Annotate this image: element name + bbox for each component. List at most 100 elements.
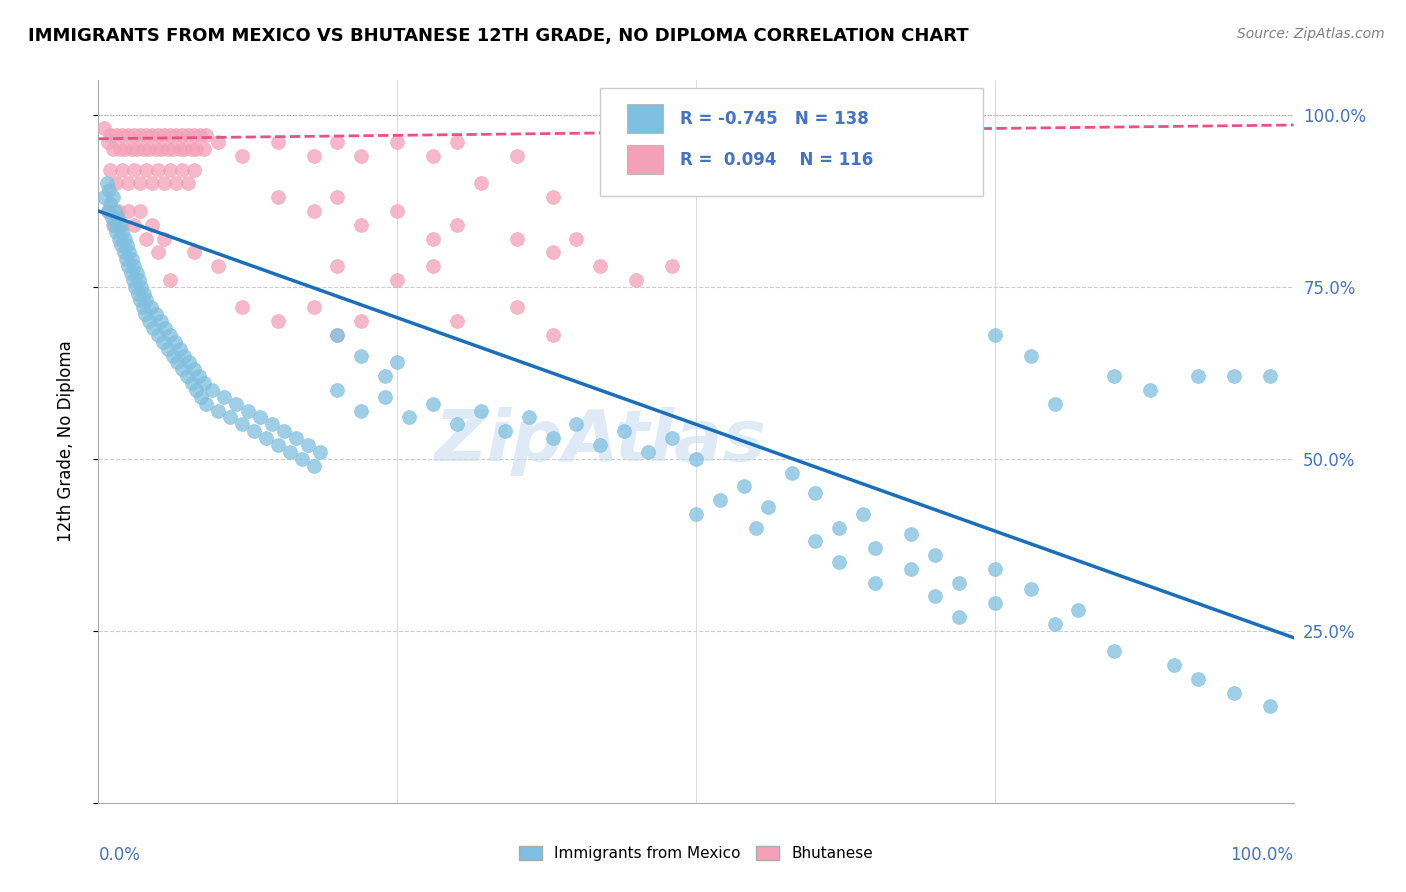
Point (107, 204, 129, 219)
Point (212, 390, 235, 404)
Point (422, 231, 444, 245)
Point (124, 279, 146, 293)
Point (804, 486, 827, 500)
Point (398, 410, 420, 425)
Point (422, 149, 444, 163)
Point (125, 142, 148, 156)
Point (745, 128, 768, 143)
Point (111, 218, 134, 232)
Point (159, 273, 181, 287)
Point (179, 355, 201, 369)
Point (446, 218, 468, 232)
Point (422, 259, 444, 273)
Point (948, 610, 970, 624)
Point (135, 231, 157, 245)
Point (225, 397, 247, 411)
Point (350, 149, 373, 163)
Point (350, 349, 373, 363)
Point (156, 142, 179, 156)
Point (141, 218, 163, 232)
Point (626, 142, 648, 156)
Point (589, 438, 612, 452)
Point (93, 121, 115, 136)
Point (207, 135, 229, 149)
Bar (627, 104, 662, 133)
Point (104, 204, 127, 219)
Point (249, 410, 271, 425)
Point (326, 259, 349, 273)
Point (169, 342, 191, 356)
Point (159, 327, 181, 342)
Point (135, 128, 157, 143)
Point (111, 225, 134, 239)
Point (780, 466, 803, 480)
Point (131, 301, 153, 315)
Text: R =  0.094    N = 116: R = 0.094 N = 116 (681, 151, 873, 169)
Point (385, 273, 409, 287)
Point (385, 355, 409, 369)
Point (374, 390, 396, 404)
Point (114, 142, 136, 156)
Point (506, 149, 529, 163)
Point (177, 177, 200, 191)
Point (103, 218, 125, 232)
Point (494, 424, 516, 438)
Point (267, 314, 290, 328)
Point (865, 575, 887, 590)
Point (613, 424, 636, 438)
Point (828, 555, 851, 569)
Point (98, 197, 122, 211)
Point (120, 266, 142, 280)
Point (1104, 369, 1126, 384)
Point (188, 128, 211, 143)
Point (125, 266, 148, 280)
Point (129, 293, 152, 308)
Point (145, 307, 167, 321)
Point (153, 128, 176, 143)
Point (172, 128, 194, 143)
Point (541, 327, 564, 342)
Point (105, 225, 128, 239)
Point (422, 397, 444, 411)
Point (105, 177, 128, 191)
Point (111, 162, 134, 177)
Point (350, 403, 373, 417)
Point (111, 128, 134, 143)
Point (98, 183, 121, 197)
Text: IMMIGRANTS FROM MEXICO VS BHUTANESE 12TH GRADE, NO DIPLOMA CORRELATION CHART: IMMIGRANTS FROM MEXICO VS BHUTANESE 12TH… (28, 27, 969, 45)
Point (201, 383, 224, 397)
Point (1139, 383, 1161, 397)
Point (186, 383, 208, 397)
Point (385, 204, 409, 219)
Point (1019, 582, 1042, 597)
Point (446, 135, 468, 149)
Point (1187, 369, 1209, 384)
Point (900, 527, 922, 541)
Point (176, 369, 198, 384)
Point (374, 369, 396, 384)
Point (308, 445, 330, 459)
Point (984, 327, 1007, 342)
Point (326, 327, 349, 342)
Text: R = -0.745   N = 138: R = -0.745 N = 138 (681, 110, 869, 128)
Point (138, 314, 160, 328)
Point (254, 431, 277, 445)
Point (1223, 686, 1246, 700)
Point (219, 410, 242, 425)
Point (852, 507, 875, 521)
Point (1067, 603, 1090, 617)
Point (589, 259, 612, 273)
Point (685, 451, 707, 466)
Point (162, 142, 184, 156)
Point (122, 273, 145, 287)
Point (685, 507, 707, 521)
Point (745, 520, 768, 534)
Point (506, 301, 529, 315)
Point (172, 162, 194, 177)
Point (159, 128, 181, 143)
Point (139, 301, 162, 315)
Point (195, 397, 218, 411)
Point (267, 190, 290, 204)
Point (138, 142, 160, 156)
Point (1043, 397, 1066, 411)
